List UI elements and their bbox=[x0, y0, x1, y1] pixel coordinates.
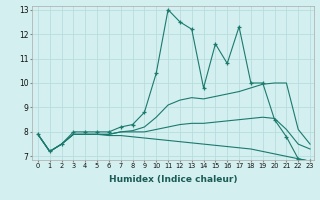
X-axis label: Humidex (Indice chaleur): Humidex (Indice chaleur) bbox=[108, 175, 237, 184]
